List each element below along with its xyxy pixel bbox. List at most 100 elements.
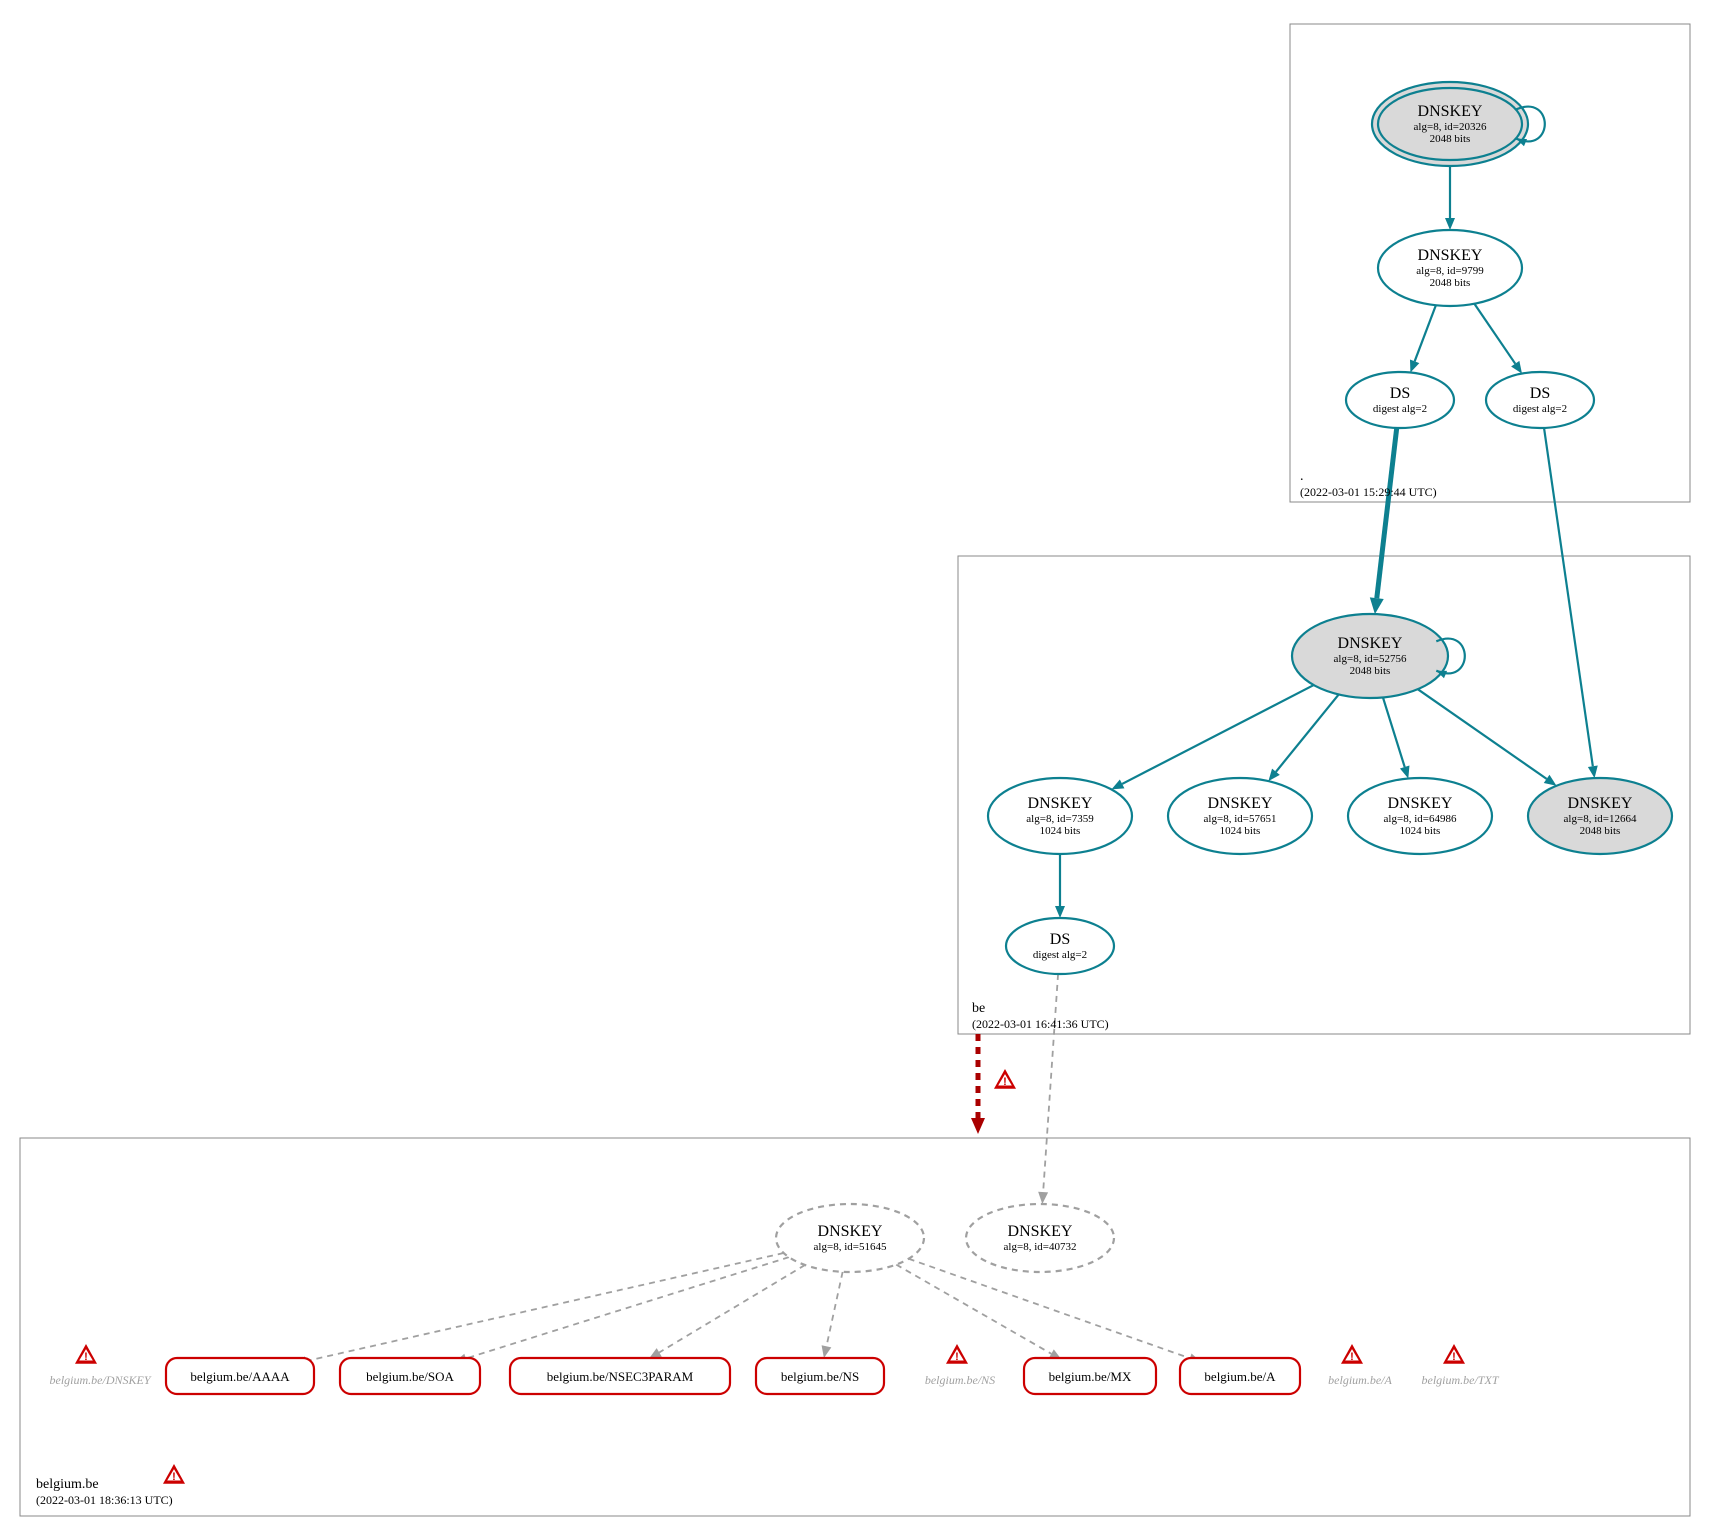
- node-root-ds2: DSdigest alg=2: [1486, 372, 1594, 428]
- svg-text:alg=8, id=51645: alg=8, id=51645: [814, 1241, 887, 1253]
- edge: [1415, 305, 1436, 361]
- svg-text:DNSKEY: DNSKEY: [1418, 247, 1483, 264]
- zone-label-be: be: [972, 1001, 985, 1016]
- svg-text:belgium.be/A: belgium.be/A: [1204, 1369, 1276, 1384]
- rrset-rr-mx: belgium.be/MX: [1024, 1358, 1156, 1394]
- svg-text:DS: DS: [1530, 385, 1550, 402]
- warning-icon: !: [1341, 1344, 1363, 1364]
- svg-text:digest alg=2: digest alg=2: [1033, 949, 1087, 961]
- edge: [896, 1265, 1051, 1354]
- svg-text:DNSKEY: DNSKEY: [1208, 795, 1273, 812]
- arrowhead: [1588, 766, 1598, 779]
- svg-text:belgium.be/NS: belgium.be/NS: [781, 1369, 859, 1384]
- svg-text:1024 bits: 1024 bits: [1220, 825, 1261, 837]
- node-bel-key1: DNSKEYalg=8, id=51645: [776, 1204, 924, 1272]
- zone-label-belgium: belgium.be: [36, 1477, 99, 1492]
- warning-icon: !: [1443, 1344, 1465, 1364]
- svg-text:!: !: [1452, 1351, 1456, 1363]
- edge: [306, 1253, 784, 1361]
- ghost-g-a: belgium.be/A: [1328, 1373, 1392, 1387]
- svg-text:2048 bits: 2048 bits: [1430, 277, 1471, 289]
- rrset-rr-soa: belgium.be/SOA: [340, 1358, 480, 1394]
- rrset-rr-ns: belgium.be/NS: [756, 1358, 884, 1394]
- svg-text:1024 bits: 1024 bits: [1040, 825, 1081, 837]
- svg-text:belgium.be/NSEC3PARAM: belgium.be/NSEC3PARAM: [547, 1369, 694, 1384]
- ghost-g-txt: belgium.be/TXT: [1422, 1373, 1500, 1387]
- node-be-ksk: DNSKEYalg=8, id=527562048 bits: [1292, 614, 1465, 698]
- warning-icon: !: [75, 1344, 97, 1364]
- edge: [466, 1257, 789, 1358]
- zone-label-root: .: [1300, 469, 1304, 484]
- node-root-ksk: DNSKEYalg=8, id=203262048 bits: [1372, 82, 1545, 166]
- zone-ts-be: (2022-03-01 16:41:36 UTC): [972, 1017, 1109, 1031]
- node-root-ds1: DSdigest alg=2: [1346, 372, 1454, 428]
- edge: [909, 1259, 1190, 1359]
- warning-icon: !: [994, 1069, 1016, 1089]
- warning-icon: !: [946, 1344, 968, 1364]
- svg-text:!: !: [955, 1351, 959, 1363]
- svg-text:2048 bits: 2048 bits: [1430, 133, 1471, 145]
- arrowhead: [1400, 766, 1410, 779]
- edge: [1276, 694, 1339, 771]
- edge: [1122, 685, 1314, 784]
- svg-text:!: !: [172, 1471, 176, 1483]
- svg-text:!: !: [1350, 1351, 1354, 1363]
- edge: [659, 1265, 805, 1352]
- svg-text:DNSKEY: DNSKEY: [1388, 795, 1453, 812]
- ghost-g-dnskey: belgium.be/DNSKEY: [50, 1373, 152, 1387]
- svg-text:!: !: [84, 1351, 88, 1363]
- svg-text:belgium.be/SOA: belgium.be/SOA: [366, 1369, 454, 1384]
- svg-text:alg=8, id=12664: alg=8, id=12664: [1564, 813, 1637, 825]
- svg-text:2048 bits: 2048 bits: [1350, 665, 1391, 677]
- edge: [1377, 428, 1397, 598]
- svg-text:1024 bits: 1024 bits: [1400, 825, 1441, 837]
- warning-icon: !: [163, 1464, 185, 1484]
- arrowhead: [822, 1345, 832, 1358]
- edge: [1043, 974, 1058, 1192]
- svg-text:alg=8, id=7359: alg=8, id=7359: [1026, 813, 1094, 825]
- node-bel-key2: DNSKEYalg=8, id=40732: [966, 1204, 1114, 1272]
- ghost-g-ns: belgium.be/NS: [925, 1373, 995, 1387]
- edge: [1418, 689, 1547, 779]
- edge: [1474, 304, 1515, 364]
- edge: [1383, 697, 1405, 767]
- node-be-zsk3: DNSKEYalg=8, id=649861024 bits: [1348, 778, 1492, 854]
- svg-text:alg=8, id=40732: alg=8, id=40732: [1004, 1241, 1077, 1253]
- node-be-zsk1: DNSKEYalg=8, id=73591024 bits: [988, 778, 1132, 854]
- arrowhead: [1038, 1192, 1048, 1204]
- edge: [826, 1272, 842, 1346]
- arrowhead: [1370, 597, 1384, 614]
- node-be-key4: DNSKEYalg=8, id=126642048 bits: [1528, 778, 1672, 854]
- arrowhead: [1511, 361, 1522, 374]
- arrowhead: [1410, 360, 1419, 373]
- svg-text:belgium.be/AAAA: belgium.be/AAAA: [190, 1369, 290, 1384]
- node-root-zsk: DNSKEYalg=8, id=97992048 bits: [1378, 230, 1522, 306]
- svg-text:DNSKEY: DNSKEY: [1568, 795, 1633, 812]
- node-be-ds: DSdigest alg=2: [1006, 918, 1114, 974]
- svg-text:alg=8, id=64986: alg=8, id=64986: [1384, 813, 1457, 825]
- svg-text:!: !: [1003, 1076, 1007, 1088]
- zone-ts-root: (2022-03-01 15:29:44 UTC): [1300, 485, 1437, 499]
- svg-text:digest alg=2: digest alg=2: [1373, 403, 1427, 415]
- svg-text:DNSKEY: DNSKEY: [818, 1223, 883, 1240]
- svg-text:alg=8, id=20326: alg=8, id=20326: [1414, 121, 1487, 133]
- svg-text:DNSKEY: DNSKEY: [1418, 103, 1483, 120]
- svg-text:DNSKEY: DNSKEY: [1028, 795, 1093, 812]
- node-be-zsk2: DNSKEYalg=8, id=576511024 bits: [1168, 778, 1312, 854]
- arrowhead: [1544, 775, 1557, 786]
- rrset-rr-nsec3: belgium.be/NSEC3PARAM: [510, 1358, 730, 1394]
- dnssec-diagram: DNSKEYalg=8, id=203262048 bitsDNSKEYalg=…: [0, 0, 1720, 1537]
- svg-text:alg=8, id=9799: alg=8, id=9799: [1416, 265, 1484, 277]
- rrset-rr-aaaa: belgium.be/AAAA: [166, 1358, 314, 1394]
- svg-text:DS: DS: [1390, 385, 1410, 402]
- svg-text:belgium.be/MX: belgium.be/MX: [1049, 1369, 1132, 1384]
- arrowhead: [971, 1118, 985, 1134]
- svg-text:alg=8, id=57651: alg=8, id=57651: [1204, 813, 1277, 825]
- svg-text:DNSKEY: DNSKEY: [1008, 1223, 1073, 1240]
- svg-text:alg=8, id=52756: alg=8, id=52756: [1334, 653, 1407, 665]
- svg-text:digest alg=2: digest alg=2: [1513, 403, 1567, 415]
- svg-text:DS: DS: [1050, 931, 1070, 948]
- rrset-rr-a: belgium.be/A: [1180, 1358, 1300, 1394]
- edge: [1544, 428, 1593, 766]
- arrowhead: [1055, 906, 1065, 918]
